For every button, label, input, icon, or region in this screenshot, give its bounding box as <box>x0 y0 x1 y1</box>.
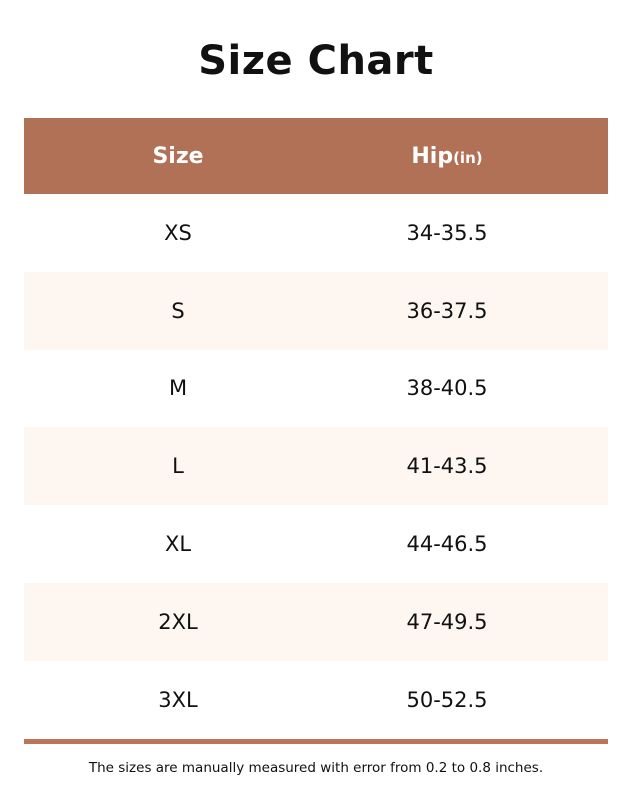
table-bottom-rule <box>24 738 608 744</box>
table-row: XS 34-35.5 <box>24 194 608 272</box>
cell-size: 3XL <box>158 687 198 712</box>
table-row: XL 44-46.5 <box>24 505 608 583</box>
table-row: L 41-43.5 <box>24 427 608 506</box>
cell-hip: 41-43.5 <box>406 454 488 479</box>
table-row: 3XL 50-52.5 <box>24 661 608 739</box>
header-hip-unit: (in) <box>453 148 483 167</box>
header-hip-label: Hip <box>411 143 454 169</box>
cell-hip: 34-35.5 <box>406 220 488 245</box>
cell-size: M <box>168 376 188 401</box>
table-header-row: Size Hip(in) <box>24 118 608 194</box>
table-row: S 36-37.5 <box>24 271 608 350</box>
cell-hip: 38-40.5 <box>406 376 488 401</box>
cell-size: XS <box>164 220 192 245</box>
cell-size: L <box>172 454 184 479</box>
cell-size: XL <box>164 532 192 557</box>
footer-note: The sizes are manually measured with err… <box>88 760 544 776</box>
cell-size: S <box>171 298 185 323</box>
cell-hip: 36-37.5 <box>406 298 488 323</box>
cell-hip: 50-52.5 <box>406 687 488 712</box>
cell-hip: 44-46.5 <box>406 532 488 557</box>
table-row: M 38-40.5 <box>24 350 608 428</box>
page-title: Size Chart <box>198 38 434 84</box>
header-size: Size <box>152 143 204 169</box>
size-chart-table: Size Hip(in) XS 34-35.5 S 36-37.5 M 38-40.5 L 4… <box>24 118 608 744</box>
table-row: 2XL 47-49.5 <box>24 582 608 661</box>
cell-hip: 47-49.5 <box>406 609 488 634</box>
header-hip: Hip(in) <box>332 144 562 169</box>
cell-size: 2XL <box>158 609 198 634</box>
